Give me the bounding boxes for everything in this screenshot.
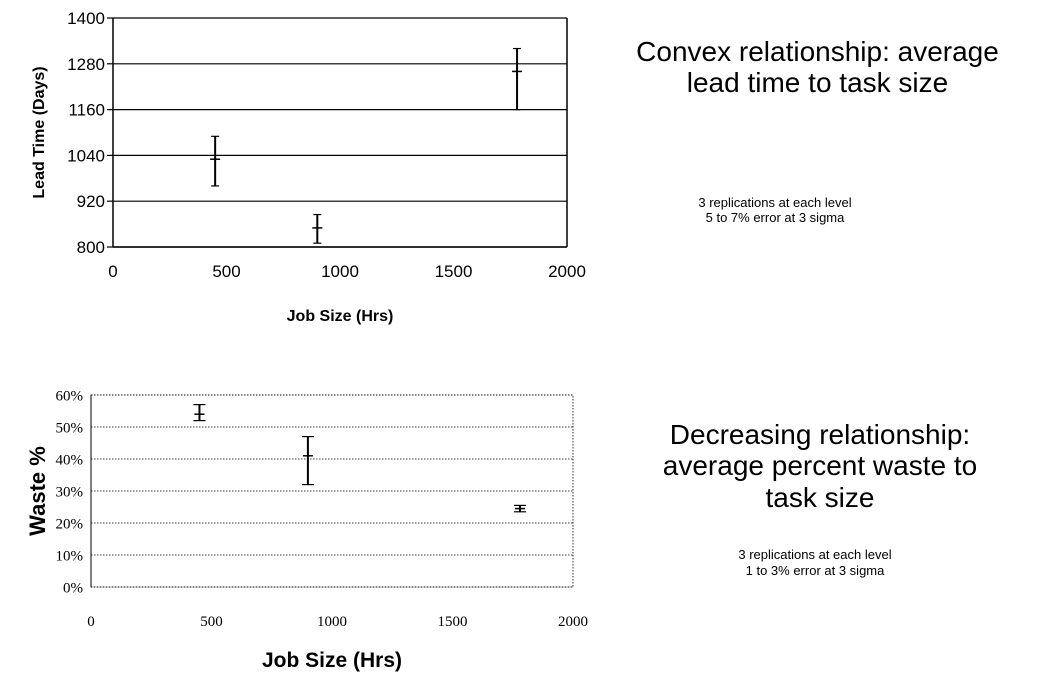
- chart1-y-tick-label: 1160: [68, 101, 105, 120]
- chart1-y-tick-label: 1400: [67, 9, 105, 28]
- chart2-annotation-title: Decreasing relationship: average percent…: [610, 419, 1030, 513]
- chart2-annotation-title-line: task size: [765, 481, 875, 513]
- chart1-x-tick-label: 2000: [548, 262, 586, 281]
- chart1-x-tick-label: 0: [108, 262, 117, 281]
- chart2-y-tick-label: 0%: [63, 580, 83, 596]
- chart1-annotation-note: 3 replications at each level 5 to 7% err…: [605, 195, 945, 226]
- chart2-data-point: [193, 404, 206, 422]
- chart1-annotation-title: Convex relationship: average lead time t…: [590, 36, 1045, 99]
- chart2-annotation-note: 3 replications at each level 1 to 3% err…: [665, 547, 965, 578]
- chart1-y-tick-label: 800: [77, 238, 105, 257]
- chart2-x-tick-label: 0: [87, 614, 95, 630]
- chart1-annotation-title-line: lead time to task size: [686, 67, 949, 99]
- chart1-x-tick-label: 1500: [435, 262, 473, 281]
- chart1-annotation-note-line: 5 to 7% error at 3 sigma: [705, 210, 845, 226]
- chart2-y-axis-title: Waste %: [25, 446, 50, 536]
- chart2-x-tick-label: 1500: [438, 614, 468, 630]
- chart1-y-tick-label: 920: [77, 192, 105, 211]
- chart2-plot: 0% 10% 20% 30% 40% 50% 60% 0 500 1000 1500 2000 Job …: [25, 388, 588, 672]
- chart1-data-point: [210, 135, 221, 187]
- chart2-data-point: [301, 436, 314, 486]
- chart1-annotation: Convex relationship: average lead time t…: [590, 36, 1045, 226]
- chart2-y-tick-label: 30%: [56, 484, 84, 500]
- chart2-annotation-title-line: Decreasing relationship:: [669, 419, 971, 450]
- chart1-plot: 800 920 1040 1160 1280 1400 0 500 1000 1500 2000 Jo…: [31, 9, 586, 325]
- chart1-x-tick-label: 500: [212, 262, 240, 281]
- chart1-data-point: [512, 47, 523, 111]
- chart2-y-tick-label: 60%: [56, 388, 84, 404]
- chart2-x-axis-title: Job Size (Hrs): [262, 649, 402, 672]
- chart1-annotation-note-line: 3 replications at each level: [698, 194, 852, 210]
- chart2-y-tick-label: 20%: [56, 516, 84, 532]
- chart2-annotation: Decreasing relationship: average percent…: [610, 419, 1030, 578]
- chart2-x-tick-label: 500: [200, 614, 223, 630]
- chart1-y-tick-label: 1280: [67, 55, 105, 74]
- chart2-x-tick-label: 1000: [317, 614, 347, 630]
- chart2-annotation-title-line: average percent waste to: [662, 450, 978, 482]
- chart1-data-point: [312, 213, 323, 244]
- chart2-y-tick-label: 40%: [56, 452, 84, 468]
- chart2-y-tick-label: 50%: [56, 420, 84, 436]
- chart1-x-tick-label: 1000: [321, 262, 359, 281]
- chart2-annotation-note-line: 1 to 3% error at 3 sigma: [745, 562, 885, 578]
- chart2-data-point: [513, 504, 526, 513]
- chart1-y-tick-label: 1040: [67, 146, 105, 165]
- chart1-x-axis-title: Job Size (Hrs): [287, 308, 394, 325]
- chart2-annotation-note-line: 3 replications at each level: [738, 547, 892, 563]
- chart1-y-axis-title: Lead Time (Days): [31, 66, 48, 198]
- chart2-y-tick-label: 10%: [56, 548, 84, 564]
- chart1-annotation-title-line: Convex relationship: average: [636, 36, 999, 67]
- chart2-x-tick-label: 2000: [558, 614, 588, 630]
